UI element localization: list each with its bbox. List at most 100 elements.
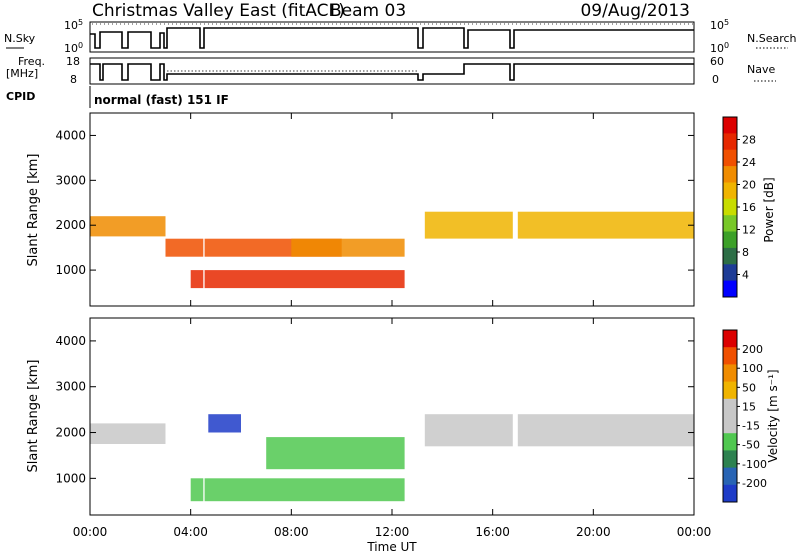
- date-label: 09/Aug/2013: [580, 1, 690, 21]
- nsearch-tick-bottom: 100: [710, 41, 729, 55]
- velocity-colorbar-tick-label: 15: [742, 400, 756, 413]
- power-colorbar-tick-label: 4: [742, 269, 749, 282]
- velocity-colorbar-swatch: [723, 484, 737, 503]
- power-colorbar-swatch: [723, 166, 737, 183]
- nsky-label: N.Sky: [4, 32, 36, 45]
- power-frame-outline: [89, 112, 695, 307]
- power-panel: Slant Range [km] 1000 2000 3000 4000: [26, 112, 695, 307]
- nave-tick-top: 60: [710, 55, 724, 68]
- x-tick-label: 00:00: [73, 525, 108, 539]
- x-axis-label: Time UT: [366, 540, 417, 554]
- nsky-panel: N.Sky 105 100 105 100 N.Search: [4, 18, 797, 55]
- exponent: 0: [724, 41, 729, 50]
- velocity-data-gap-2: [203, 318, 205, 515]
- power-colorbar-swatch: [723, 117, 737, 134]
- nsky-tick-bottom: 100: [64, 41, 83, 55]
- power-echo-band-2: [190, 270, 405, 289]
- freq-panel: Freq. [MHz] 18 8 60 0 Nave: [6, 55, 776, 86]
- cpid-label: CPID: [6, 90, 35, 103]
- velocity-colorbar-tick-label: 100: [742, 362, 763, 375]
- exponent: 5: [724, 18, 729, 27]
- velocity-echo-band-0: [90, 423, 166, 444]
- velocity-ytick-label: 1000: [55, 471, 86, 485]
- station-title: Christmas Valley East (fitACF): [92, 1, 345, 21]
- exponent: 5: [78, 18, 83, 27]
- exponent: 0: [78, 41, 83, 50]
- x-tick-label: 16:00: [475, 525, 510, 539]
- power-data-gap-2: [203, 113, 205, 306]
- power-ytick-label: 2000: [55, 218, 86, 232]
- power-colorbar-swatch: [723, 149, 737, 167]
- freq-frame: [89, 57, 695, 85]
- freq-tick-bottom: 8: [70, 73, 77, 86]
- velocity-echo-band-2: [266, 437, 405, 470]
- velocity-ytick-label: 2000: [55, 426, 86, 440]
- x-tick-label: 04:00: [173, 525, 208, 539]
- power-data-gap-1: [512, 113, 518, 306]
- power-colorbar-swatch: [723, 215, 737, 233]
- freq-trace: [90, 63, 694, 81]
- velocity-y-axis-label: Slant Range [km]: [26, 360, 41, 473]
- x-tick-label: 20:00: [576, 525, 611, 539]
- velocity-colorbar-swatch: [723, 398, 737, 417]
- power-data-gap-0: [419, 113, 425, 306]
- power-ytick-label: 4000: [55, 128, 86, 142]
- velocity-frame-outline: [89, 317, 695, 516]
- velocity-colorbar-swatch: [723, 364, 737, 383]
- velocity-echo-band-4: [424, 414, 694, 447]
- power-ytick-label: 1000: [55, 263, 86, 277]
- velocity-data-gap-1: [512, 318, 518, 515]
- x-tick-label: 00:00: [677, 525, 712, 539]
- cpid-value: normal (fast) 151 IF: [94, 93, 229, 107]
- power-echo-band-4: [424, 211, 694, 239]
- nave-label: Nave: [747, 63, 775, 76]
- nsearch-label: N.Search: [747, 32, 797, 45]
- x-axis: Time UT 00:00 04:00 08:00 12:00 16:00 20:00 00…: [73, 525, 712, 554]
- velocity-colorbar-swatch: [723, 450, 737, 469]
- power-colorbar-swatch: [723, 264, 737, 282]
- nave-tick-bottom: 0: [712, 73, 719, 86]
- velocity-data-gap-0: [419, 318, 425, 515]
- nsky-tick-top: 105: [64, 18, 83, 32]
- velocity-colorbar-swatch: [723, 467, 737, 486]
- velocity-colorbar-swatch: [723, 433, 737, 451]
- x-tick-label: 12:00: [375, 525, 410, 539]
- velocity-colorbar-frame: [722, 329, 738, 503]
- velocity-colorbar-tick-label: -15: [742, 420, 760, 433]
- freq-tick-top: 18: [66, 55, 80, 68]
- velocity-echo-band-3: [190, 478, 405, 502]
- power-colorbar-label: Power [dB]: [762, 177, 776, 242]
- nsky-frame: [89, 21, 695, 53]
- power-colorbar-swatch: [723, 198, 737, 216]
- power-echo-band-0: [90, 216, 166, 237]
- power-colorbar-tick-label: 16: [742, 201, 756, 214]
- velocity-ytick-label: 4000: [55, 334, 86, 348]
- velocity-colorbar-tick-label: -100: [742, 458, 767, 471]
- power-y-axis-label: Slant Range [km]: [26, 154, 41, 267]
- power-colorbar-swatch: [723, 247, 737, 265]
- x-tick-label: 08:00: [274, 525, 309, 539]
- velocity-colorbar-tick-label: -50: [742, 439, 760, 452]
- nsky-trace: [90, 27, 694, 49]
- velocity-echo-band-1: [208, 414, 241, 433]
- power-colorbar: Power [dB] 4 8 12 16 20 24 28: [722, 116, 776, 298]
- power-colorbar-tick-label: 28: [742, 134, 756, 147]
- velocity-panel: Slant Range [km] 1000 2000 3000 4000: [26, 317, 695, 516]
- velocity-colorbar-tick-label: 50: [742, 381, 756, 394]
- power-colorbar-tick-label: 20: [742, 179, 756, 192]
- velocity-colorbar-swatch: [723, 347, 737, 365]
- velocity-colorbar-swatch: [723, 330, 737, 348]
- velocity-colorbar-tick-label: -200: [742, 477, 767, 490]
- freq-label: Freq.: [18, 55, 45, 68]
- power-colorbar-tick-label: 24: [742, 156, 756, 169]
- power-ytick-label: 3000: [55, 173, 86, 187]
- velocity-colorbar-label: Velocity [m s⁻¹]: [766, 369, 780, 462]
- power-colorbar-swatch: [723, 280, 737, 298]
- velocity-colorbar-swatch: [723, 381, 737, 400]
- power-colorbar-swatch: [723, 182, 737, 200]
- velocity-ytick-label: 3000: [55, 380, 86, 394]
- velocity-colorbar: Velocity [m s⁻¹] 200 100 50 15 -15 -50 -100 -20…: [722, 329, 780, 503]
- power-colorbar-swatch: [723, 133, 737, 151]
- beam-label: Beam 03: [330, 1, 406, 21]
